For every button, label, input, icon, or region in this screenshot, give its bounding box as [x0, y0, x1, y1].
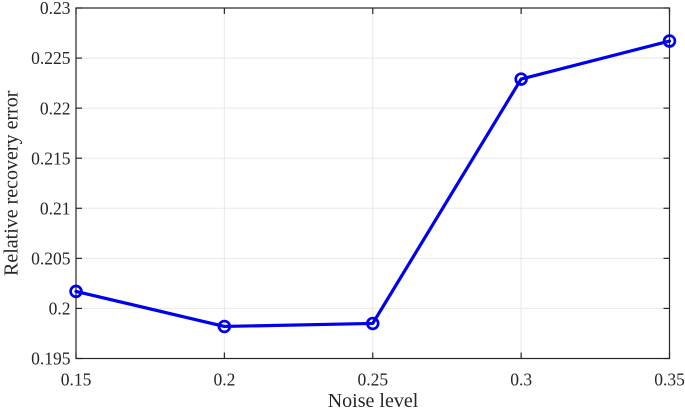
data-point-marker [514, 72, 528, 86]
y-tick-label: 0.225 [31, 48, 71, 68]
x-tick-label: 0.15 [61, 370, 92, 390]
y-tick-label: 0.215 [31, 148, 71, 168]
y-axis-label: Relative recovery error [0, 90, 23, 277]
data-line [74, 39, 672, 329]
x-axis-label: Noise level [327, 390, 419, 412]
y-tick-label: 0.23 [40, 0, 71, 18]
y-tick-label: 0.205 [31, 248, 71, 268]
y-tick-label: 0.2 [49, 299, 71, 319]
y-tick-label: 0.22 [40, 98, 71, 118]
x-tick-label: 0.3 [510, 370, 532, 390]
data-point-marker [217, 319, 232, 334]
data-point-marker [662, 34, 677, 48]
x-tick-label: 0.25 [357, 370, 388, 390]
x-tick-label: 0.2 [213, 370, 235, 390]
y-tick-label: 0.21 [40, 198, 71, 218]
data-point-marker [366, 316, 380, 331]
x-tick-label: 0.35 [654, 370, 685, 390]
data-point-marker [69, 284, 83, 299]
y-tick-label: 0.195 [31, 349, 71, 369]
